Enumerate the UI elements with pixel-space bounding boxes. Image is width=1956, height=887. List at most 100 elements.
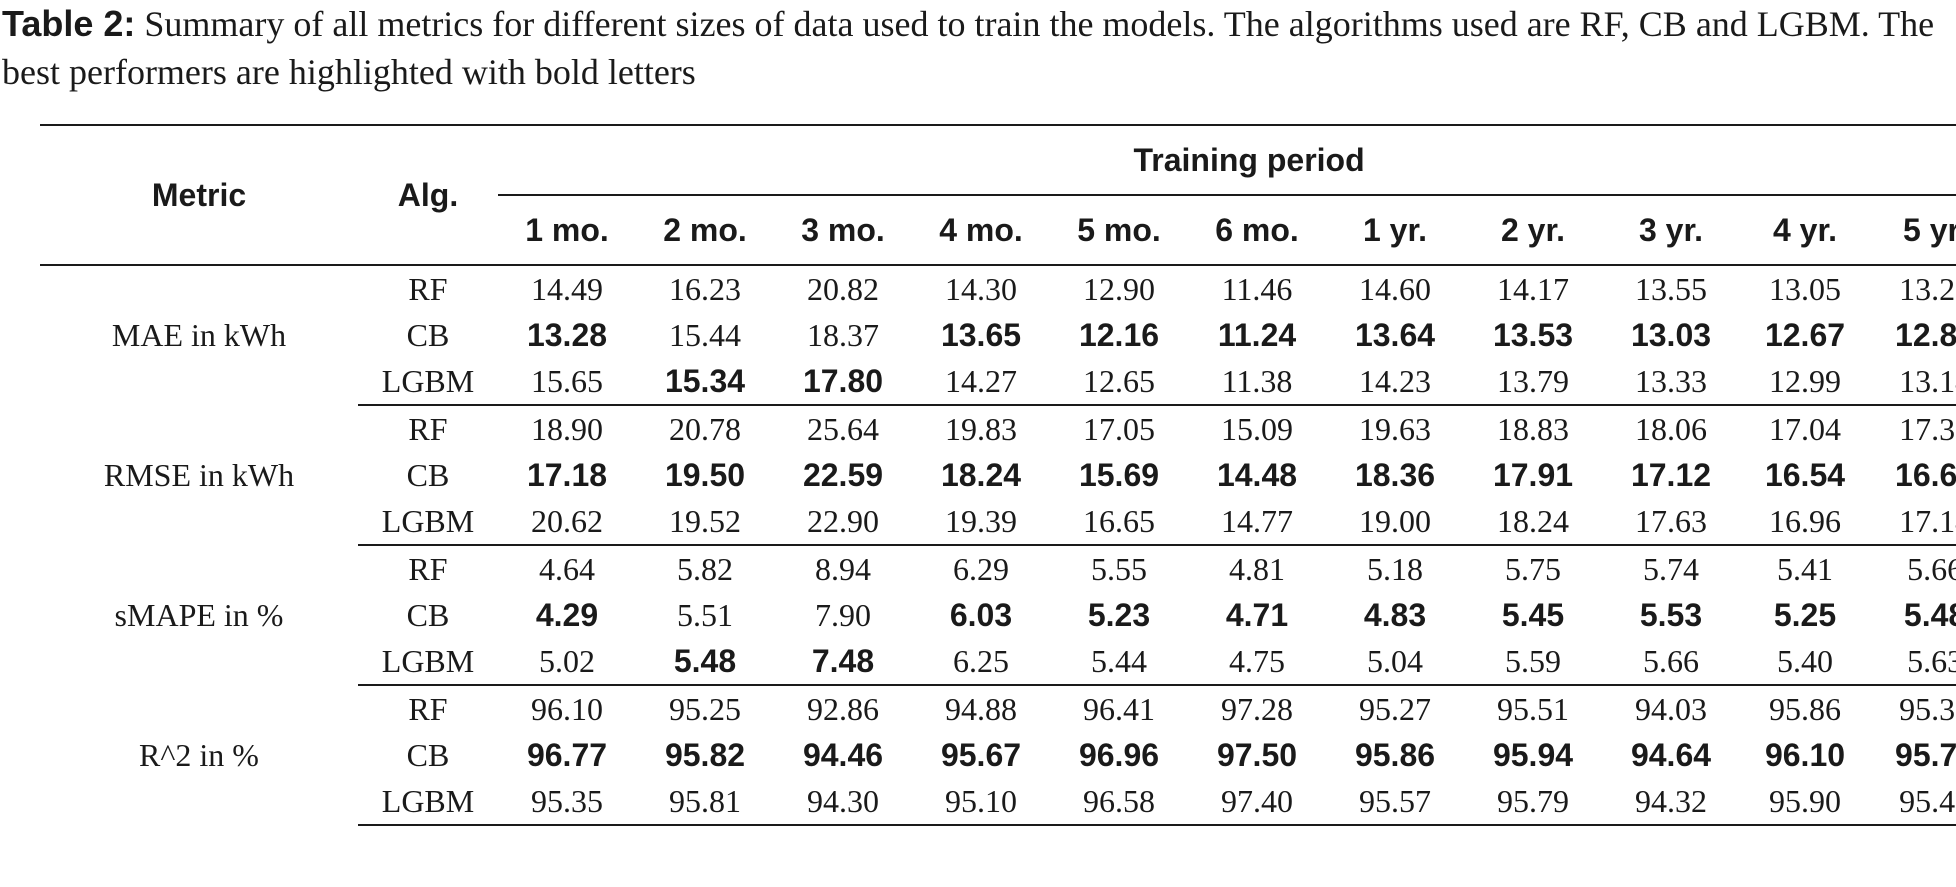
value-cell: 95.90 [1740, 778, 1870, 826]
value-cell: 92.86 [807, 690, 879, 727]
value-cell: 15.34 [636, 358, 774, 406]
value-cell: 97.28 [1221, 690, 1293, 727]
value-cell: 14.77 [1188, 498, 1326, 546]
value-cell: 13.14 [1870, 358, 1956, 406]
value-cell: 5.82 [677, 550, 733, 587]
value-cell: 6.25 [912, 638, 1050, 686]
header-period-col: 4 yr. [1772, 211, 1838, 248]
table-row: LGBM 15.65 15.34 17.80 14.27 12.65 11.38 14.23 1… [40, 358, 1956, 406]
value-cell: 17.63 [1602, 498, 1740, 546]
value-cell: 11.38 [1188, 358, 1326, 406]
value-cell: 11.24 [1217, 316, 1297, 353]
table-row: LGBM 20.62 19.52 22.90 19.39 16.65 14.77 19.00 1… [40, 498, 1956, 546]
header-period-col: 1 yr. [1362, 211, 1428, 248]
header-metric: Metric [40, 124, 358, 265]
value-cell: 14.30 [945, 270, 1017, 307]
value-cell: 14.60 [1359, 270, 1431, 307]
value-cell: 17.04 [1769, 410, 1841, 447]
algorithm-label: CB [406, 736, 450, 773]
value-cell: 13.53 [1492, 316, 1574, 353]
value-cell: 95.51 [1497, 690, 1569, 727]
value-cell: 5.41 [1777, 550, 1833, 587]
value-cell: 97.40 [1188, 778, 1326, 826]
table-row: R^2 in % RF 96.10 95.25 92.86 94.88 96.41 97.28… [40, 685, 1956, 773]
value-cell: 5.18 [1367, 550, 1423, 587]
table-row: MAE in kWh RF 14.49 16.23 20.82 14.30 12.90 11.… [40, 265, 1956, 354]
value-cell: 22.59 [802, 456, 884, 493]
value-cell: 16.23 [669, 270, 741, 307]
algorithm-label: RF [408, 410, 448, 447]
header-period-col: 4 mo. [939, 211, 1023, 248]
value-cell: 7.90 [815, 596, 871, 633]
value-cell: 95.35 [498, 778, 636, 826]
value-cell: 18.06 [1635, 410, 1707, 447]
value-cell: 12.90 [1083, 270, 1155, 307]
value-cell: 5.48 [1903, 596, 1956, 633]
value-cell: 12.99 [1740, 358, 1870, 406]
algorithm-label: RF [408, 270, 448, 307]
value-cell: 5.40 [1740, 638, 1870, 686]
value-cell: 95.86 [1354, 736, 1436, 773]
caption-label: Table 2: [2, 3, 136, 44]
header-period-col: 3 yr. [1638, 211, 1704, 248]
value-cell: 13.79 [1464, 358, 1602, 406]
value-cell: 18.24 [1464, 498, 1602, 546]
value-cell: 13.55 [1635, 270, 1707, 307]
value-cell: 20.82 [807, 270, 879, 307]
value-cell: 95.74 [1895, 736, 1956, 773]
metric-label: RMSE in kWh [103, 456, 295, 493]
value-cell: 20.62 [498, 498, 636, 546]
value-cell: 96.77 [526, 736, 608, 773]
value-cell: 96.41 [1083, 690, 1155, 727]
value-cell: 17.91 [1492, 456, 1574, 493]
header-training-period: Training period [498, 124, 1956, 196]
value-cell: 95.57 [1326, 778, 1464, 826]
algorithm-label: LGBM [358, 358, 498, 406]
algorithm-label: LGBM [358, 498, 498, 546]
value-cell: 13.05 [1769, 270, 1841, 307]
value-cell: 94.46 [802, 736, 884, 773]
value-cell: 5.23 [1087, 596, 1151, 633]
table-row: CB 13.28 15.44 18.37 13.65 12.16 11.24 13.64 13.… [40, 312, 1956, 358]
value-cell: 5.63 [1870, 638, 1956, 686]
value-cell: 16.65 [1050, 498, 1188, 546]
value-cell: 96.10 [1764, 736, 1846, 773]
value-cell: 20.78 [669, 410, 741, 447]
value-cell: 95.10 [912, 778, 1050, 826]
value-cell: 95.94 [1492, 736, 1574, 773]
header-period-col: 5 mo. [1077, 211, 1161, 248]
value-cell: 19.39 [912, 498, 1050, 546]
value-cell: 19.50 [664, 456, 746, 493]
algorithm-label: CB [406, 596, 450, 633]
algorithm-label: RF [408, 550, 448, 587]
value-cell: 95.37 [1899, 690, 1956, 727]
header-period-col: 2 yr. [1500, 211, 1566, 248]
algorithm-label: RF [408, 690, 448, 727]
value-cell: 5.44 [1050, 638, 1188, 686]
value-cell: 94.64 [1630, 736, 1712, 773]
caption-text: Summary of all metrics for different siz… [2, 4, 1935, 92]
value-cell: 13.65 [940, 316, 1022, 353]
value-cell: 14.23 [1326, 358, 1464, 406]
value-cell: 97.50 [1216, 736, 1298, 773]
value-cell: 17.18 [526, 456, 608, 493]
algorithm-label: LGBM [358, 638, 498, 686]
value-cell: 7.48 [774, 638, 912, 686]
header-period-col: 3 mo. [801, 211, 885, 248]
value-cell: 12.83 [1895, 316, 1956, 353]
value-cell: 16.96 [1740, 498, 1870, 546]
value-cell: 5.74 [1643, 550, 1699, 587]
value-cell: 22.90 [774, 498, 912, 546]
value-cell: 5.04 [1326, 638, 1464, 686]
value-cell: 95.67 [940, 736, 1022, 773]
value-cell: 19.63 [1359, 410, 1431, 447]
value-cell: 17.05 [1083, 410, 1155, 447]
metric-label: R^2 in % [139, 736, 259, 773]
value-cell: 95.25 [669, 690, 741, 727]
header-period-col: 2 mo. [663, 211, 747, 248]
algorithm-label: CB [406, 456, 450, 493]
value-cell: 17.36 [1899, 410, 1956, 447]
value-cell: 19.83 [945, 410, 1017, 447]
value-cell: 18.36 [1354, 456, 1436, 493]
value-cell: 96.96 [1078, 736, 1160, 773]
